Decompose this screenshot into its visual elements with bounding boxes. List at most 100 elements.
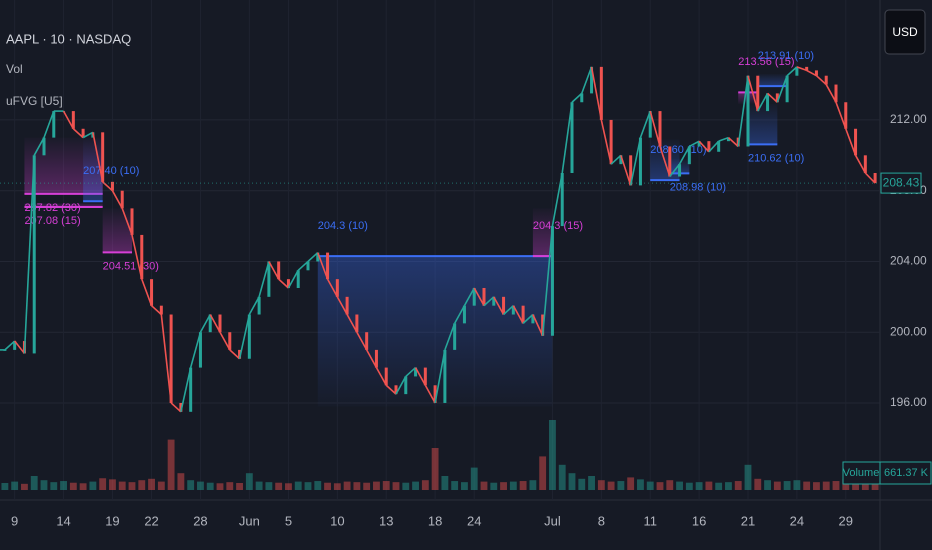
volume-bar [470, 467, 478, 490]
candle-body [873, 173, 877, 184]
candle-body [189, 367, 193, 412]
volume-bar [558, 464, 566, 490]
candle-body [316, 252, 320, 262]
volume-bar [705, 481, 713, 490]
price-segment [82, 131, 94, 139]
price-segment [424, 384, 436, 404]
y-tick-label: 212.00 [890, 112, 927, 126]
candle-body [355, 314, 359, 333]
volume-bar [324, 482, 331, 490]
candle-body [13, 341, 17, 350]
price-segment [385, 384, 397, 395]
candle-body [805, 66, 809, 71]
fvg-zone [24, 203, 103, 207]
candle-body [570, 102, 574, 174]
volume-bar [21, 483, 28, 490]
price-segment [718, 136, 729, 142]
x-tick-label: 18 [428, 513, 442, 528]
volume-bar [695, 482, 703, 490]
candle-body [52, 111, 56, 138]
price-segment [23, 155, 36, 354]
volume-bar [509, 481, 517, 490]
volume-bar [255, 481, 263, 490]
price-segment [43, 110, 55, 138]
x-tick-label: 19 [105, 513, 119, 528]
price-segment [639, 110, 651, 138]
volume-bar [822, 481, 830, 490]
candle-body [443, 349, 447, 403]
volume-bar [421, 480, 429, 490]
price-segment [806, 69, 817, 77]
x-tick-label: 24 [467, 513, 481, 528]
currency-label[interactable]: USD [892, 25, 918, 39]
candle-body [198, 332, 202, 368]
x-tick-label: 28 [193, 513, 207, 528]
candle-body [32, 155, 36, 354]
volume-bar [666, 480, 674, 490]
price-segment [571, 92, 583, 103]
volume-bar [734, 481, 742, 490]
candle-body [238, 349, 242, 359]
candle-body [863, 155, 867, 174]
volume-bar [568, 473, 576, 490]
candle-body [824, 75, 828, 85]
fvg-label: 207.40 (10) [83, 165, 139, 177]
fvg-label: 213.56 (15) [738, 56, 794, 68]
volume-bar [167, 439, 175, 490]
price-segment [551, 172, 564, 227]
price-segment [14, 340, 26, 354]
volume-bar [285, 483, 292, 490]
price-segment [776, 75, 788, 103]
candle-body [81, 128, 85, 138]
price-segment [160, 314, 172, 404]
volume-bar [265, 482, 273, 490]
price-segment [835, 101, 847, 130]
volume-bar [803, 481, 811, 490]
volume-name: Volume [843, 467, 880, 479]
volume-bar [128, 482, 136, 490]
candle-body [775, 93, 779, 103]
price-segment [581, 66, 593, 94]
volume-bar [627, 477, 635, 490]
price-segment [493, 296, 505, 315]
currency-button[interactable] [884, 9, 926, 55]
volume-bar [793, 480, 801, 490]
volume-bar [373, 481, 380, 490]
candle-body [345, 296, 349, 315]
volume-bar [842, 479, 850, 490]
volume-bar [529, 480, 537, 490]
candle-body [384, 367, 388, 386]
candle-body [717, 141, 721, 152]
volume-bar [588, 476, 595, 490]
candle-body [687, 146, 691, 165]
candle-body [726, 137, 730, 142]
volume-bar [685, 482, 693, 490]
x-tick-label: 24 [790, 513, 804, 528]
volume-bar [764, 480, 771, 490]
price-segment [463, 287, 475, 307]
volume-bar [754, 478, 762, 490]
candle-body [404, 376, 408, 395]
volume-bar [236, 483, 243, 490]
x-tick-label: 5 [285, 513, 292, 528]
y-tick-label: 200.00 [890, 324, 927, 338]
fvg-label: 204.51 (30) [103, 260, 159, 272]
candle-body [306, 261, 310, 271]
last-price-label: 208.43 [883, 175, 920, 189]
price-segment [346, 314, 358, 333]
volume-bar [363, 482, 371, 490]
price-segment [317, 252, 329, 280]
candle-body [609, 119, 613, 165]
price-segment [854, 154, 867, 174]
candle-body [257, 296, 261, 315]
price-segment [610, 154, 622, 165]
volume-bar [715, 482, 723, 490]
price-segment [864, 172, 876, 184]
fvg-label: 204.3 (10) [318, 220, 368, 232]
candle-body [560, 173, 564, 227]
symbol-title: AAPL · 10 · NASDAQ [6, 31, 131, 46]
candle-body [854, 128, 858, 156]
candle-body [394, 385, 398, 395]
volume-bar [50, 482, 58, 490]
candle-body [414, 367, 418, 377]
